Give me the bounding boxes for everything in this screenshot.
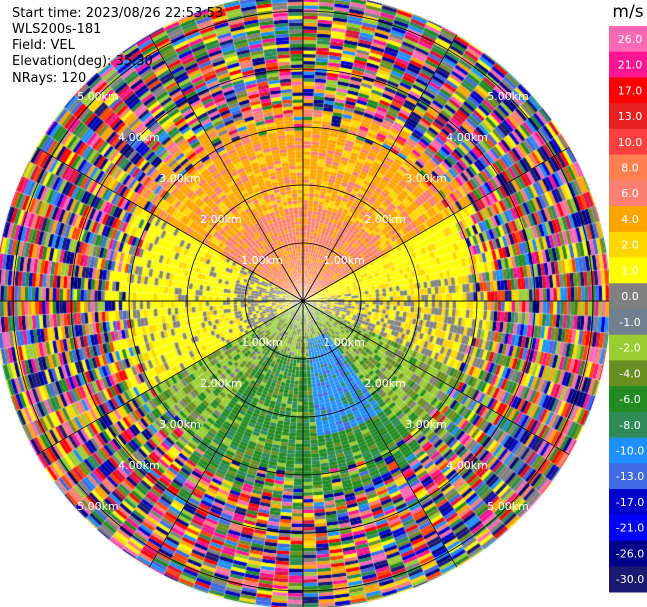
range-ring-label: 5.00km <box>487 500 529 513</box>
colorbar-tick-label: -2.0 <box>619 342 640 355</box>
colorbar-tick-label: -6.0 <box>619 393 640 406</box>
colorbar-tick-label: -21.0 <box>616 522 644 535</box>
colorbar-swatch <box>609 283 647 310</box>
colorbar-tick-label: 6.0 <box>621 187 639 200</box>
colorbar-swatch <box>609 360 647 387</box>
range-ring-label: 1.00km <box>241 254 283 267</box>
range-ring-label: 2.00km <box>200 377 242 390</box>
colorbar-swatch <box>609 231 647 259</box>
colorbar-tick-label: 17.0 <box>618 84 643 97</box>
colorbar-swatch <box>609 257 647 284</box>
colorbar-tick-label: 8.0 <box>621 162 639 175</box>
azimuth-spoke <box>36 146 304 302</box>
instrument-label: WLS200s-181 <box>12 22 102 37</box>
range-ring-label: 5.00km <box>487 90 529 103</box>
azimuth-spoke <box>302 300 458 568</box>
azimuth-spoke <box>148 300 304 568</box>
colorbar-unit-label: m/s <box>612 2 643 22</box>
range-ring-label: 4.00km <box>446 131 488 144</box>
colorbar-swatch <box>609 566 647 593</box>
colorbar-swatch <box>609 386 647 413</box>
colorbar-tick-label: -26.0 <box>616 547 644 560</box>
colorbar-swatch <box>609 128 647 156</box>
colorbar-swatch <box>609 334 647 361</box>
colorbar-tick-label: -8.0 <box>619 419 640 432</box>
range-ring-label: 1.00km <box>241 336 283 349</box>
colorbar-swatch <box>609 206 647 233</box>
start-time-label: Start time: 2023/08/26 22:53:53 <box>12 6 224 21</box>
colorbar-tick-label: 1.0 <box>621 264 639 277</box>
colorbar-swatch <box>609 437 647 464</box>
colorbar-tick-label: -4.0 <box>619 367 640 380</box>
colorbar-tick-label: 13.0 <box>618 110 643 123</box>
colorbar-swatch <box>609 463 647 490</box>
range-ring-label: 5.00km <box>77 500 119 513</box>
azimuth-spoke <box>36 300 304 456</box>
colorbar-swatch <box>609 309 647 336</box>
colorbar-swatch <box>609 180 647 207</box>
colorbar-swatch <box>609 514 647 542</box>
colorbar-swatch <box>609 411 647 439</box>
colorbar-swatch <box>609 51 647 78</box>
colorbar-tick-label: 2.0 <box>621 239 639 252</box>
azimuth-spoke <box>302 34 458 302</box>
range-ring-label: 2.00km <box>364 213 406 226</box>
colorbar-swatch <box>609 489 647 516</box>
range-ring-label: 2.00km <box>364 377 406 390</box>
range-ring-label: 5.00km <box>77 90 119 103</box>
colorbar-swatch <box>609 26 647 53</box>
colorbar-tick-label: 21.0 <box>618 59 643 72</box>
range-ring-label: 4.00km <box>118 131 160 144</box>
range-ring-label: 4.00km <box>446 459 488 472</box>
azimuth-spoke <box>302 146 570 302</box>
range-ring-label: 2.00km <box>200 213 242 226</box>
field-label: Field: VEL <box>12 38 75 53</box>
elevation-label: Elevation(deg): 35.30 <box>12 54 153 69</box>
colorbar-swatch <box>609 154 647 181</box>
colorbar-tick-label: -30.0 <box>616 573 644 586</box>
range-ring-label: 1.00km <box>323 254 365 267</box>
colorbar-swatch <box>609 77 647 104</box>
colorbar-tick-label: 0.0 <box>621 290 639 303</box>
colorbar-tick-label: 26.0 <box>618 33 643 46</box>
colorbar-tick-label: -13.0 <box>616 470 644 483</box>
range-ring-label: 1.00km <box>323 336 365 349</box>
colorbar-tick-label: 10.0 <box>618 136 643 149</box>
colorbar-tick-label: -10.0 <box>616 445 644 458</box>
range-ring-label: 4.00km <box>118 459 160 472</box>
azimuth-spoke <box>148 34 304 302</box>
range-ring-label: 3.00km <box>159 418 201 431</box>
range-ring-label: 3.00km <box>159 172 201 185</box>
colorbar-swatch <box>609 103 647 130</box>
range-ring-label: 3.00km <box>405 172 447 185</box>
colorbar-tick-label: -1.0 <box>619 316 640 329</box>
nrays-label: NRays: 120 <box>12 71 87 86</box>
colorbar-tick-label: -17.0 <box>616 496 644 509</box>
colorbar-tick-label: 4.0 <box>621 213 639 226</box>
azimuth-spoke <box>302 300 570 456</box>
colorbar-swatch <box>609 540 647 567</box>
range-ring-label: 3.00km <box>405 418 447 431</box>
